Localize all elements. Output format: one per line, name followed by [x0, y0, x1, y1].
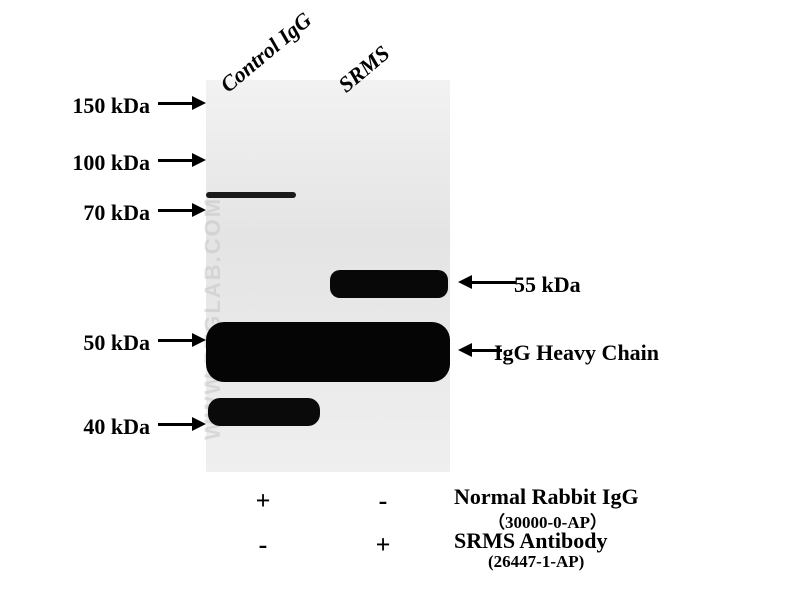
arrow-right-icon	[158, 417, 206, 431]
arrow-right-icon	[158, 153, 206, 167]
condition-label: SRMS Antibody	[454, 528, 607, 554]
figure-root: WWW.PTGLAB.COM Control IgGSRMS150 kDa100…	[0, 0, 800, 600]
mw-marker-label: 100 kDa	[50, 150, 150, 176]
blot-band	[330, 270, 448, 298]
mw-marker-label: 70 kDa	[50, 200, 150, 226]
arrow-right-icon	[158, 203, 206, 217]
blot-band	[206, 192, 296, 198]
condition-sub: (26447-1-AP)	[488, 552, 584, 572]
mw-marker-label: 40 kDa	[50, 414, 150, 440]
arrow-right-icon	[158, 333, 206, 347]
condition-symbol: -	[248, 530, 278, 560]
arrow-right-icon	[158, 96, 206, 110]
condition-symbol: -	[368, 486, 398, 516]
blot-band	[206, 322, 450, 382]
arrow-left-icon	[458, 275, 516, 289]
mw-marker-label: 50 kDa	[50, 330, 150, 356]
annotation-label: IgG Heavy Chain	[494, 340, 659, 366]
condition-symbol: +	[248, 486, 278, 516]
annotation-label: 55 kDa	[514, 272, 581, 298]
condition-label: Normal Rabbit IgG	[454, 484, 639, 510]
condition-symbol: +	[368, 530, 398, 560]
mw-marker-label: 150 kDa	[50, 93, 150, 119]
blot-band	[208, 398, 320, 426]
